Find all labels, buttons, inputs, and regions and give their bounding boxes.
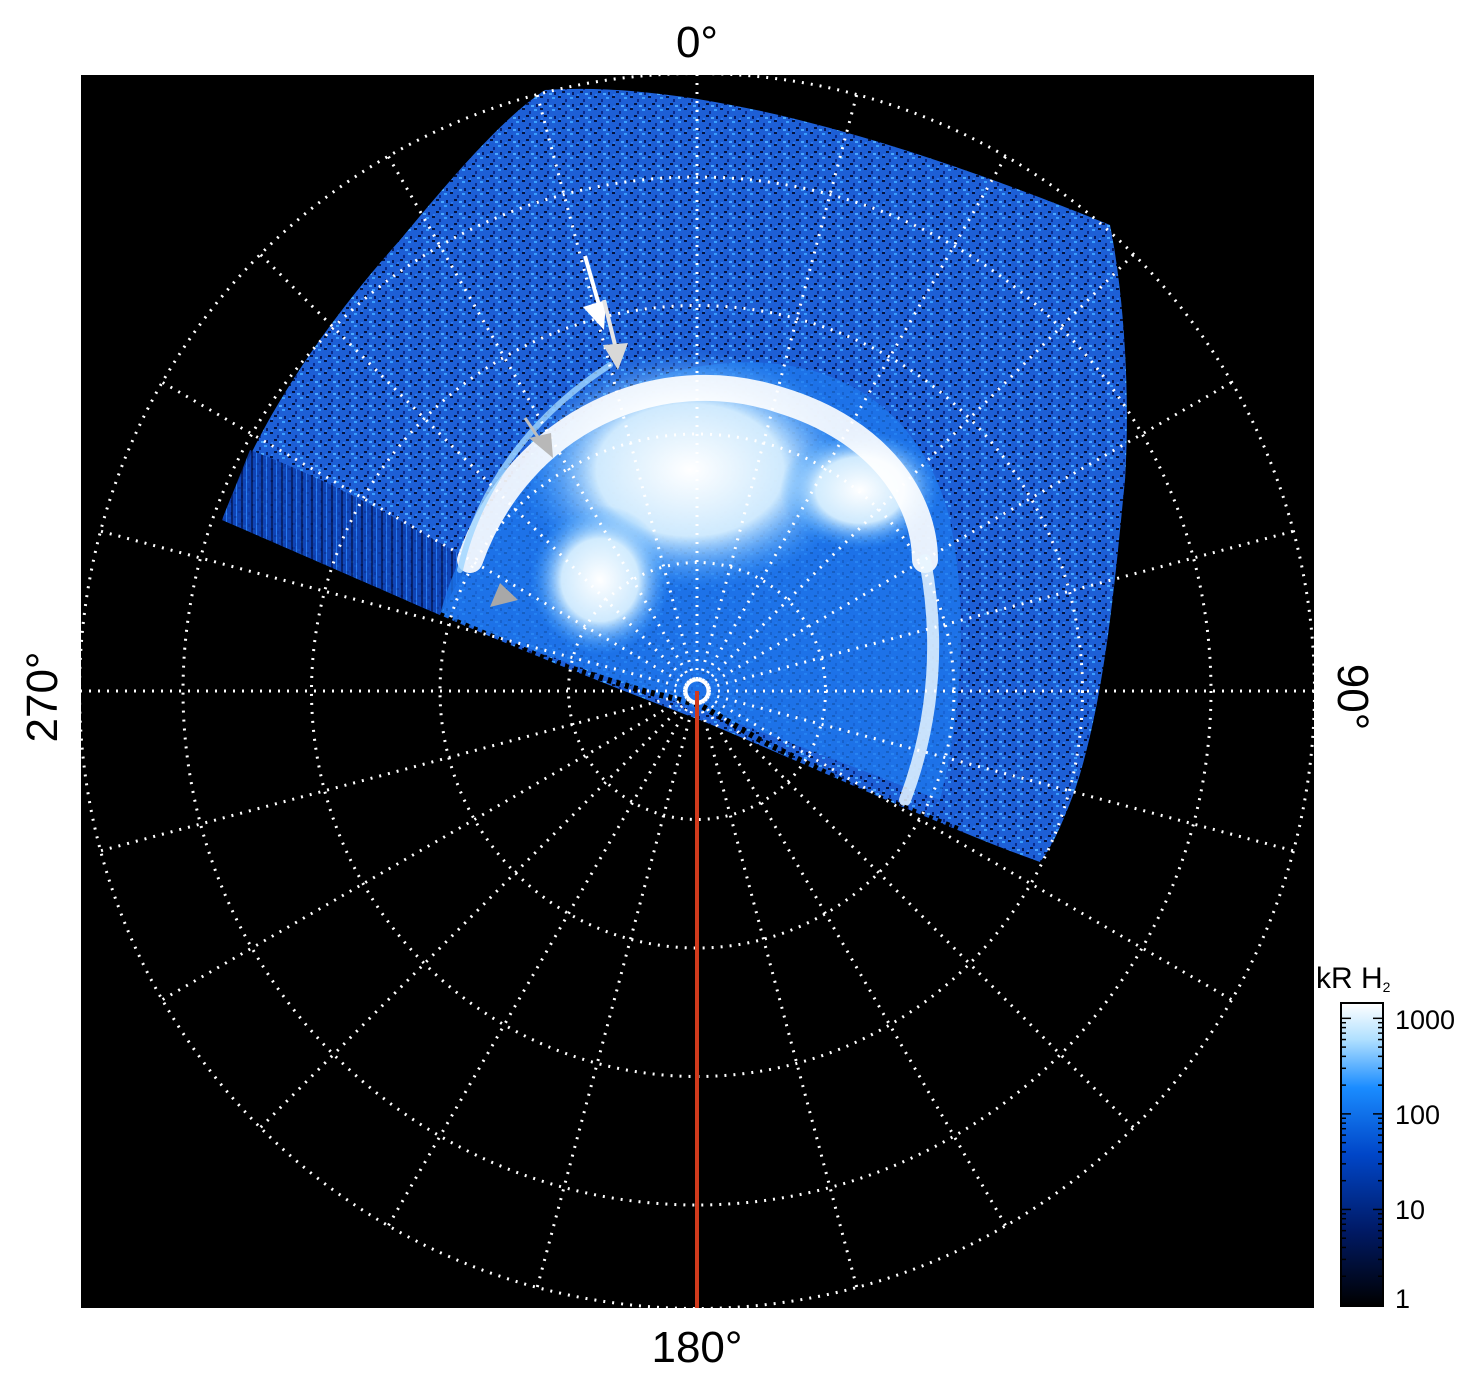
grid-spoke (704, 698, 1136, 1130)
colorbar-title-sub: 2 (1383, 979, 1391, 995)
grid-spoke (701, 700, 1008, 1227)
grid-ring (567, 561, 827, 821)
grid-spoke (99, 692, 686, 853)
colorbar-tick-1000: 1000 (1395, 1005, 1455, 1035)
grid-spoke (161, 380, 688, 687)
arrow-grey-2 (490, 583, 518, 607)
grid-ring (181, 175, 1213, 1207)
colorbar-gradient (1340, 1002, 1384, 1307)
label-right: 90° (1328, 664, 1377, 731)
outer-arc (457, 362, 613, 573)
label-top: 0° (676, 18, 718, 67)
colorbar: kR H2 1000 100 10 1 (1316, 962, 1455, 1314)
grid-spoke (161, 695, 688, 1002)
grid-spoke (704, 252, 1136, 684)
streak-band (222, 450, 470, 615)
aurora-core-2 (530, 505, 670, 655)
grid-spoke (99, 529, 686, 690)
arrow-white (583, 255, 606, 330)
polar-grid (81, 75, 1314, 1308)
colorbar-title-main: kR H (1316, 962, 1383, 995)
colorbar-tick-1: 1 (1395, 1284, 1410, 1314)
colorbar-minor-ticks (1341, 1017, 1383, 1306)
dawn-arc (899, 554, 940, 806)
grid-spoke (258, 698, 690, 1130)
main-oval-arc (457, 374, 938, 573)
terminator-edge (438, 612, 962, 833)
grid-spoke (386, 155, 693, 682)
grid-ring (310, 304, 1084, 1078)
label-bottom: 180° (651, 1323, 742, 1372)
colorbar-tick-100: 100 (1395, 1100, 1440, 1130)
grid-spoke (386, 700, 693, 1227)
grid-spoke (708, 529, 1295, 690)
grid-spoke (535, 702, 696, 1289)
colorbar-title: kR H2 (1316, 962, 1391, 995)
label-left: 270° (18, 651, 67, 742)
grid-spoke (698, 93, 859, 680)
arrow-light-grey (602, 299, 628, 370)
colorbar-tick-10: 10 (1395, 1195, 1425, 1225)
grid-spoke (535, 93, 696, 680)
grid-spoke (708, 692, 1295, 853)
grid-spoke (706, 380, 1233, 687)
grid-spoke (258, 252, 690, 684)
grid-spoke (701, 155, 1008, 682)
grid-spoke (706, 695, 1233, 1002)
aurora-core-3 (780, 430, 940, 550)
arrow-grey-1 (523, 417, 553, 458)
grid-spoke (698, 702, 859, 1289)
